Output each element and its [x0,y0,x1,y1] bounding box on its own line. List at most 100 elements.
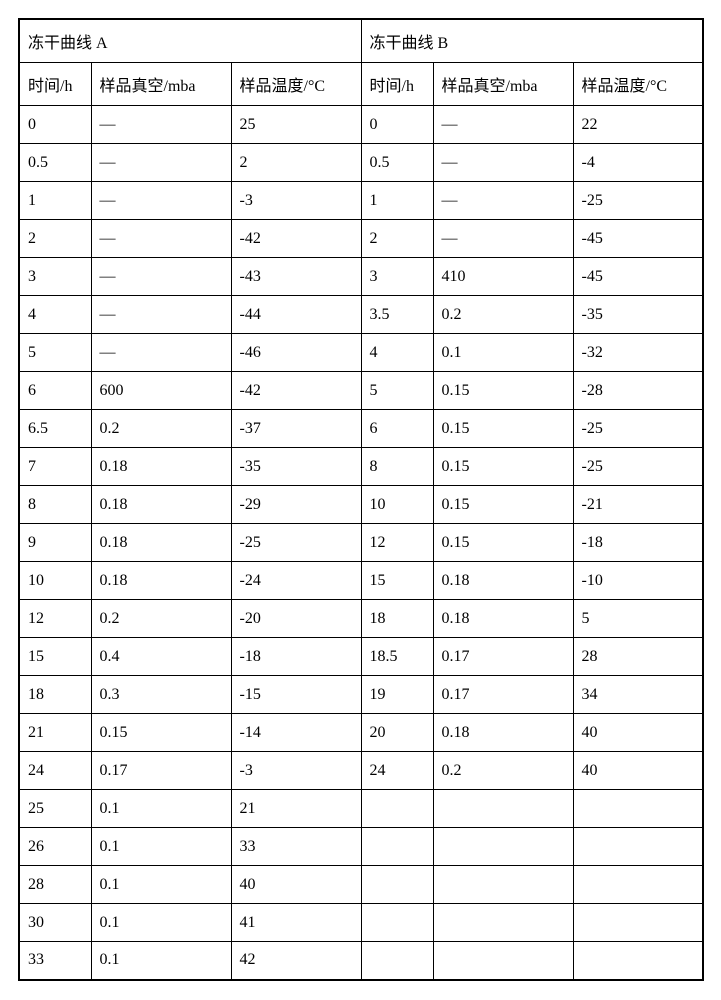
cell-b-vacuum: 0.15 [433,524,573,562]
cell-a-vacuum: 0.18 [91,524,231,562]
cell-b-temp: -25 [573,410,703,448]
cell-a-vacuum: 0.3 [91,676,231,714]
cell-a-temp: -29 [231,486,361,524]
cell-b-time: 4 [361,334,433,372]
cell-a-vacuum: — [91,220,231,258]
cell-b-vacuum: 0.2 [433,752,573,790]
cell-b-vacuum: 410 [433,258,573,296]
group-a-title: 冻干曲线 A [19,19,361,63]
cell-a-vacuum: — [91,182,231,220]
cell-a-temp: -3 [231,752,361,790]
cell-a-temp: -25 [231,524,361,562]
table-row: 260.133 [19,828,703,866]
cell-a-time: 10 [19,562,91,600]
table-row: 240.17-3240.240 [19,752,703,790]
cell-b-time: 0.5 [361,144,433,182]
cell-a-time: 0 [19,106,91,144]
cell-b-temp: -21 [573,486,703,524]
cell-a-time: 15 [19,638,91,676]
table-row: 250.121 [19,790,703,828]
cell-b-vacuum: — [433,182,573,220]
cell-a-temp: 33 [231,828,361,866]
cell-a-vacuum: 600 [91,372,231,410]
cell-a-time: 28 [19,866,91,904]
group-b-title: 冻干曲线 B [361,19,703,63]
cell-b-time: 5 [361,372,433,410]
cell-b-vacuum: 0.17 [433,676,573,714]
table-row: 100.18-24150.18-10 [19,562,703,600]
cell-a-temp: -24 [231,562,361,600]
cell-b-temp: -32 [573,334,703,372]
table-row: 280.140 [19,866,703,904]
cell-b-time [361,790,433,828]
cell-b-vacuum: 0.18 [433,714,573,752]
cell-a-vacuum: — [91,296,231,334]
cell-a-time: 18 [19,676,91,714]
cell-b-vacuum [433,942,573,980]
cell-a-temp: -44 [231,296,361,334]
cell-b-vacuum: 0.2 [433,296,573,334]
cell-b-vacuum: 0.15 [433,486,573,524]
cell-a-temp: 2 [231,144,361,182]
cell-a-vacuum: 0.1 [91,942,231,980]
cell-b-time: 12 [361,524,433,562]
cell-b-temp: 28 [573,638,703,676]
cell-a-time: 33 [19,942,91,980]
table-row: 5—-4640.1-32 [19,334,703,372]
cell-a-temp: 21 [231,790,361,828]
cell-b-temp: -18 [573,524,703,562]
cell-b-temp: -45 [573,220,703,258]
table-row: 90.18-25120.15-18 [19,524,703,562]
cell-b-temp: 22 [573,106,703,144]
cell-a-temp: -18 [231,638,361,676]
col-a-vacuum: 样品真空/mba [91,63,231,106]
cell-a-time: 25 [19,790,91,828]
cell-a-vacuum: 0.1 [91,828,231,866]
cell-a-temp: -42 [231,220,361,258]
cell-b-temp: 34 [573,676,703,714]
table-row: 120.2-20180.185 [19,600,703,638]
cell-a-time: 3 [19,258,91,296]
cell-b-time [361,904,433,942]
col-a-temp: 样品温度/°C [231,63,361,106]
cell-b-temp: -45 [573,258,703,296]
col-b-vacuum: 样品真空/mba [433,63,573,106]
cell-b-time: 8 [361,448,433,486]
cell-b-time: 19 [361,676,433,714]
cell-b-time: 24 [361,752,433,790]
cell-a-vacuum: 0.18 [91,562,231,600]
cell-a-temp: 40 [231,866,361,904]
cell-b-vacuum [433,790,573,828]
table-row: 0.5—20.5—-4 [19,144,703,182]
cell-b-vacuum: 0.15 [433,372,573,410]
cell-a-vacuum: 0.18 [91,486,231,524]
cell-b-vacuum: — [433,220,573,258]
col-a-time: 时间/h [19,63,91,106]
cell-a-time: 6 [19,372,91,410]
cell-b-time [361,828,433,866]
cell-b-vacuum: — [433,106,573,144]
lyophilization-table: 冻干曲线 A 冻干曲线 B 时间/h 样品真空/mba 样品温度/°C 时间/h… [18,18,704,981]
cell-b-vacuum [433,828,573,866]
table-row: 3—-433410-45 [19,258,703,296]
cell-b-time: 2 [361,220,433,258]
cell-b-temp [573,942,703,980]
cell-a-time: 26 [19,828,91,866]
column-header-row: 时间/h 样品真空/mba 样品温度/°C 时间/h 样品真空/mba 样品温度… [19,63,703,106]
table-row: 2—-422—-45 [19,220,703,258]
table-row: 1—-31—-25 [19,182,703,220]
cell-a-time: 8 [19,486,91,524]
table-row: 80.18-29100.15-21 [19,486,703,524]
cell-b-time: 18 [361,600,433,638]
cell-a-time: 1 [19,182,91,220]
cell-b-time [361,866,433,904]
cell-b-vacuum: 0.17 [433,638,573,676]
cell-b-time: 0 [361,106,433,144]
cell-b-vacuum: 0.18 [433,562,573,600]
cell-b-time: 18.5 [361,638,433,676]
cell-a-vacuum: 0.2 [91,410,231,448]
col-b-temp: 样品温度/°C [573,63,703,106]
table-row: 0—250—22 [19,106,703,144]
cell-b-temp: -35 [573,296,703,334]
cell-a-vacuum: 0.1 [91,790,231,828]
